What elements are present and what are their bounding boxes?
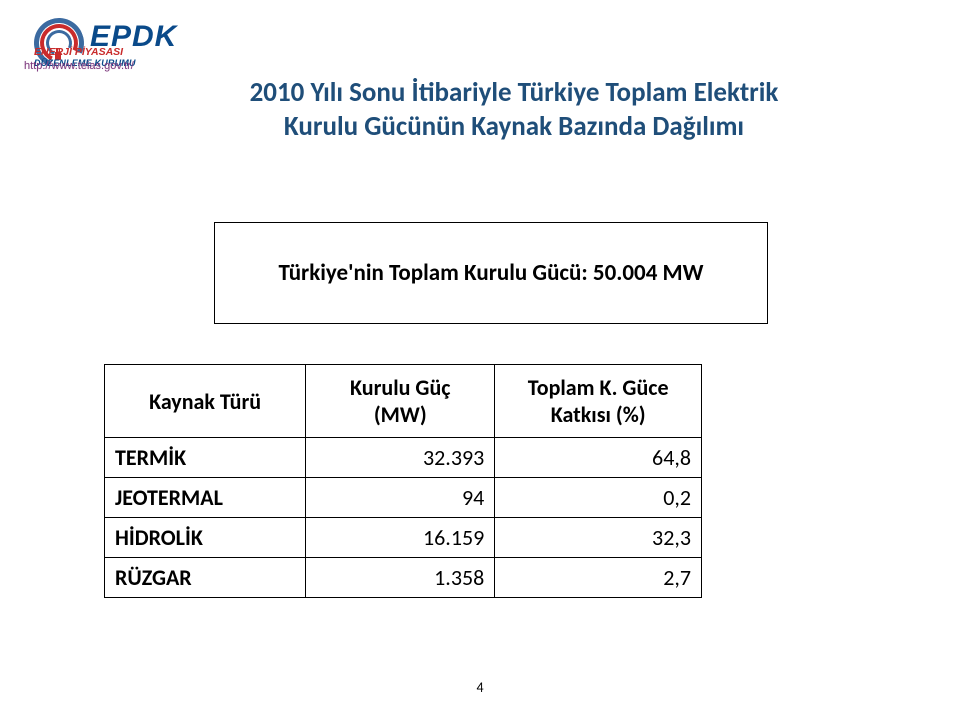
- title-line-2: Kurulu Gücünün Kaynak Bazında Dağılımı: [284, 110, 744, 143]
- title-line-1: 2010 Yılı Sonu İtibariyle Türkiye Toplam…: [250, 76, 779, 109]
- cell-mw: 16.159: [306, 518, 495, 558]
- cell-pct: 64,8: [495, 438, 702, 478]
- table-row: JEOTERMAL 94 0,2: [105, 478, 702, 518]
- cell-type: TERMİK: [105, 438, 306, 478]
- page-number: 4: [476, 679, 483, 696]
- page-title: 2010 Yılı Sonu İtibariyle Türkiye Toplam…: [194, 76, 834, 144]
- source-url: http://www.teias.gov.tr/: [24, 60, 134, 72]
- cell-type: JEOTERMAL: [105, 478, 306, 518]
- total-capacity-box: Türkiye'nin Toplam Kurulu Gücü: 50.004 M…: [214, 222, 768, 324]
- table-row: TERMİK 32.393 64,8: [105, 438, 702, 478]
- cell-pct: 2,7: [495, 558, 702, 598]
- total-capacity-label: Türkiye'nin Toplam Kurulu Gücü: 50.004 M…: [278, 259, 703, 287]
- table-row: HİDROLİK 16.159 32,3: [105, 518, 702, 558]
- table-header-row: Kaynak Türü Kurulu Güç (MW) Toplam K. Gü…: [105, 365, 702, 438]
- header-installed-capacity: Kurulu Güç (MW): [306, 365, 495, 438]
- capacity-table: Kaynak Türü Kurulu Güç (MW) Toplam K. Gü…: [104, 364, 702, 598]
- header-pct-line1: Toplam K. Güce: [528, 374, 669, 401]
- header-source-type: Kaynak Türü: [105, 365, 306, 438]
- cell-mw: 94: [306, 478, 495, 518]
- cell-mw: 1.358: [306, 558, 495, 598]
- header-mw-line1: Kurulu Güç: [350, 374, 450, 401]
- cell-mw: 32.393: [306, 438, 495, 478]
- cell-type: HİDROLİK: [105, 518, 306, 558]
- cell-pct: 0,2: [495, 478, 702, 518]
- header-mw-line2: (MW): [374, 401, 427, 428]
- cell-pct: 32,3: [495, 518, 702, 558]
- slide: EPDK ENERJİ PİYASASI DÜZENLEME KURUMU ht…: [0, 0, 960, 716]
- logo-subline-1: ENERJİ PİYASASI: [34, 46, 123, 58]
- header-pct-line2: Katkısı (%): [551, 401, 646, 428]
- header-contribution-pct: Toplam K. Güce Katkısı (%): [495, 365, 702, 438]
- table-row: RÜZGAR 1.358 2,7: [105, 558, 702, 598]
- cell-type: RÜZGAR: [105, 558, 306, 598]
